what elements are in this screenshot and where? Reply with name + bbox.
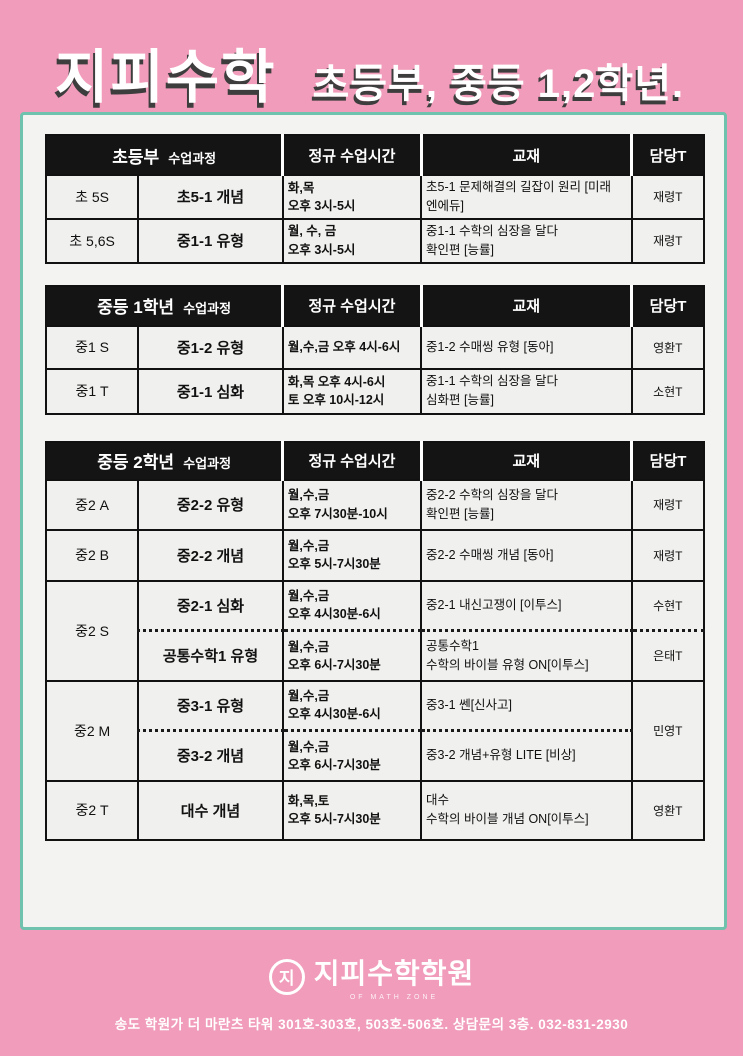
table-row: 중2 S 중2-1 심화 월,수,금 오후 4시30분-6시 중2-1 내신고쟁… [44,579,706,682]
course-cell: 중1-1 유형 [137,217,284,264]
class-code-cell: 초 5,6S [44,217,140,264]
book-cell: 중3-1 쎈[신사고] [420,679,633,732]
logo-icon-char: 지 [278,969,295,988]
time-header: 정규 수업시간 [281,284,423,327]
table-row: 중1 T 중1-1 심화 화,목 오후 4시-6시 토 오후 10시-12시 중… [44,367,706,415]
book-header: 교재 [419,134,633,176]
course-cell: 중1-1 심화 [137,367,284,415]
table-row: 초 5,6S 중1-1 유형 월, 수, 금 오후 3시-5시 중1-1 수학의… [44,217,706,264]
schedule-table-grade2: 중등 2학년 수업과정 정규 수업시간 교재 담당T 중2 A 중2-2 유형 … [44,440,706,841]
book-cell: 중2-1 내신고쟁이 [이투스] [420,579,633,632]
table-row: 공통수학1 유형 월,수,금 오후 6시-7시30분 공통수학1 수학의 바이블… [46,629,706,682]
time-cell: 월,수,금 오후 6시-7시30분 [281,729,423,782]
teacher-cell: 소현T [630,367,706,415]
teacher-header: 담당T [630,284,706,327]
book-header: 교재 [419,440,633,481]
page-subtitle: 초등부, 중등 1,2학년. [312,62,685,106]
book-cell: 초5-1 문제해결의 길잡이 원리 [미래 엔에듀] [420,174,633,220]
academy-name-english: OF MATH ZONE [349,994,439,1001]
class-code-cell: 중1 S [44,324,140,370]
table-header-row: 초등부 수업과정 정규 수업시간 교재 담당T [45,134,706,176]
schedule-table-grade1: 중등 1학년 수업과정 정규 수업시간 교재 담당T 중1 S 중1-2 유형 … [44,284,706,415]
book-cell: 중2-2 수학의 심장을 달다 확인편 [능률] [420,478,633,531]
program-header: 초등부 수업과정 [45,134,284,176]
time-cell: 월, 수, 금 오후 3시-5시 [281,217,423,264]
book-header: 교재 [419,284,633,327]
academy-name: 지피수학학원 [313,958,475,989]
time-cell: 월,수,금 오후 4시-6시 [281,324,423,370]
teacher-cell: 수현T [630,579,706,632]
teacher-cell: 은태T [630,629,706,682]
book-cell: 대수 수학의 바이블 개념 ON[이투스] [420,779,633,841]
title-bar: 지피수학 초등부, 중등 1,2학년. [55,30,723,114]
course-cell: 대수 개념 [137,779,284,841]
teacher-cell: 민영T [630,679,706,782]
program-header-sub: 수업과정 [183,301,232,316]
program-header-main: 중등 2학년 [97,453,175,472]
class-code-cell: 중1 T [44,367,140,415]
teacher-header: 담당T [630,440,706,481]
academy-logo: 지 지피수학학원 OF MATH ZONE [0,952,743,1001]
course-cell: 공통수학1 유형 [137,629,284,682]
time-cell: 월,수,금 오후 4시30분-6시 [281,679,423,732]
teacher-header: 담당T [630,134,706,176]
table-row: 중2 A 중2-2 유형 월,수,금 오후 7시30분-10시 중2-2 수학의… [44,478,706,531]
academy-logo-icon: 지 [268,958,305,995]
program-header-main: 초등부 [112,147,160,167]
book-cell: 중1-1 수학의 심장을 달다 심화편 [능률] [420,367,633,415]
schedule-panel: 초등부 수업과정 정규 수업시간 교재 담당T 초 5S 초5-1 개념 화,목… [20,112,727,930]
table-header-row: 중등 2학년 수업과정 정규 수업시간 교재 담당T [45,440,706,481]
teacher-cell: 재령T [630,217,706,264]
schedule-table-elementary: 초등부 수업과정 정규 수업시간 교재 담당T 초 5S 초5-1 개념 화,목… [44,134,706,264]
course-cell: 중3-1 유형 [137,679,284,732]
page-title: 지피수학 [55,45,277,110]
time-header: 정규 수업시간 [281,134,423,176]
time-cell: 월,수,금 오후 7시30분-10시 [281,478,423,531]
class-code-cell: 중2 T [44,779,140,841]
academy-address: 송도 학원가 더 마란츠 타워 301호-303호, 503호-506호. 상담… [114,1017,629,1032]
program-header: 중등 1학년 수업과정 [45,284,284,327]
course-cell: 중3-2 개념 [137,729,284,782]
course-cell: 중2-2 유형 [137,478,284,531]
class-code-cell: 중2 S [44,579,140,682]
class-code-cell: 초 5S [44,174,140,220]
book-cell: 중1-1 수학의 심장을 달다 확인편 [능률] [420,217,633,264]
time-cell: 화,목,토 오후 5시-7시30분 [281,779,423,841]
program-header-sub: 수업과정 [168,150,217,166]
time-cell: 월,수,금 오후 6시-7시30분 [281,629,423,682]
teacher-cell: 재령T [630,174,706,220]
course-cell: 중2-2 개념 [137,528,284,582]
footer: 지 지피수학학원 OF MATH ZONE 송도 학원가 더 마란츠 타워 30… [0,952,743,1033]
table-row: 중3-2 개념 월,수,금 오후 6시-7시30분 중3-2 개념+유형 LIT… [46,729,704,782]
book-cell: 공통수학1 수학의 바이블 유형 ON[이투스] [420,629,633,682]
table-row: 초 5S 초5-1 개념 화,목 오후 3시-5시 초5-1 문제해결의 길잡이… [44,174,706,220]
table-row: 중2 T 대수 개념 화,목,토 오후 5시-7시30분 대수 수학의 바이블 … [44,779,706,841]
book-cell: 중2-2 수매씽 개념 [동아] [420,528,633,582]
program-header-sub: 수업과정 [183,456,232,471]
table-row: 중1 S 중1-2 유형 월,수,금 오후 4시-6시 중1-2 수매씽 유형 … [44,324,706,370]
table-row: 중2 B 중2-2 개념 월,수,금 오후 5시-7시30분 중2-2 수매씽 … [44,528,706,582]
teacher-cell: 재령T [630,478,706,531]
table-header-row: 중등 1학년 수업과정 정규 수업시간 교재 담당T [45,284,706,327]
time-cell: 화,목 오후 3시-5시 [281,174,423,220]
teacher-cell: 영환T [630,779,706,841]
course-cell: 중1-2 유형 [137,324,284,370]
class-code-cell: 중2 B [44,528,140,582]
teacher-cell: 영환T [630,324,706,370]
program-header-main: 중등 1학년 [97,298,175,317]
course-cell: 초5-1 개념 [137,174,284,220]
class-code-cell: 중2 M [44,679,140,782]
time-cell: 월,수,금 오후 5시-7시30분 [281,528,423,582]
book-cell: 중3-2 개념+유형 LITE [비상] [420,729,633,782]
teacher-cell: 재령T [630,528,706,582]
logo-text-wrap: 지피수학학원 OF MATH ZONE [314,952,475,1001]
course-cell: 중2-1 심화 [137,579,284,632]
time-cell: 화,목 오후 4시-6시 토 오후 10시-12시 [281,367,423,415]
class-code-cell: 중2 A [44,478,140,531]
time-cell: 월,수,금 오후 4시30분-6시 [281,579,423,632]
table-row: 중2 M 중3-1 유형 월,수,금 오후 4시30분-6시 중3-1 쎈[신사… [44,679,706,782]
book-cell: 중1-2 수매씽 유형 [동아] [420,324,633,370]
program-header: 중등 2학년 수업과정 [45,440,284,481]
time-header: 정규 수업시간 [281,440,423,481]
